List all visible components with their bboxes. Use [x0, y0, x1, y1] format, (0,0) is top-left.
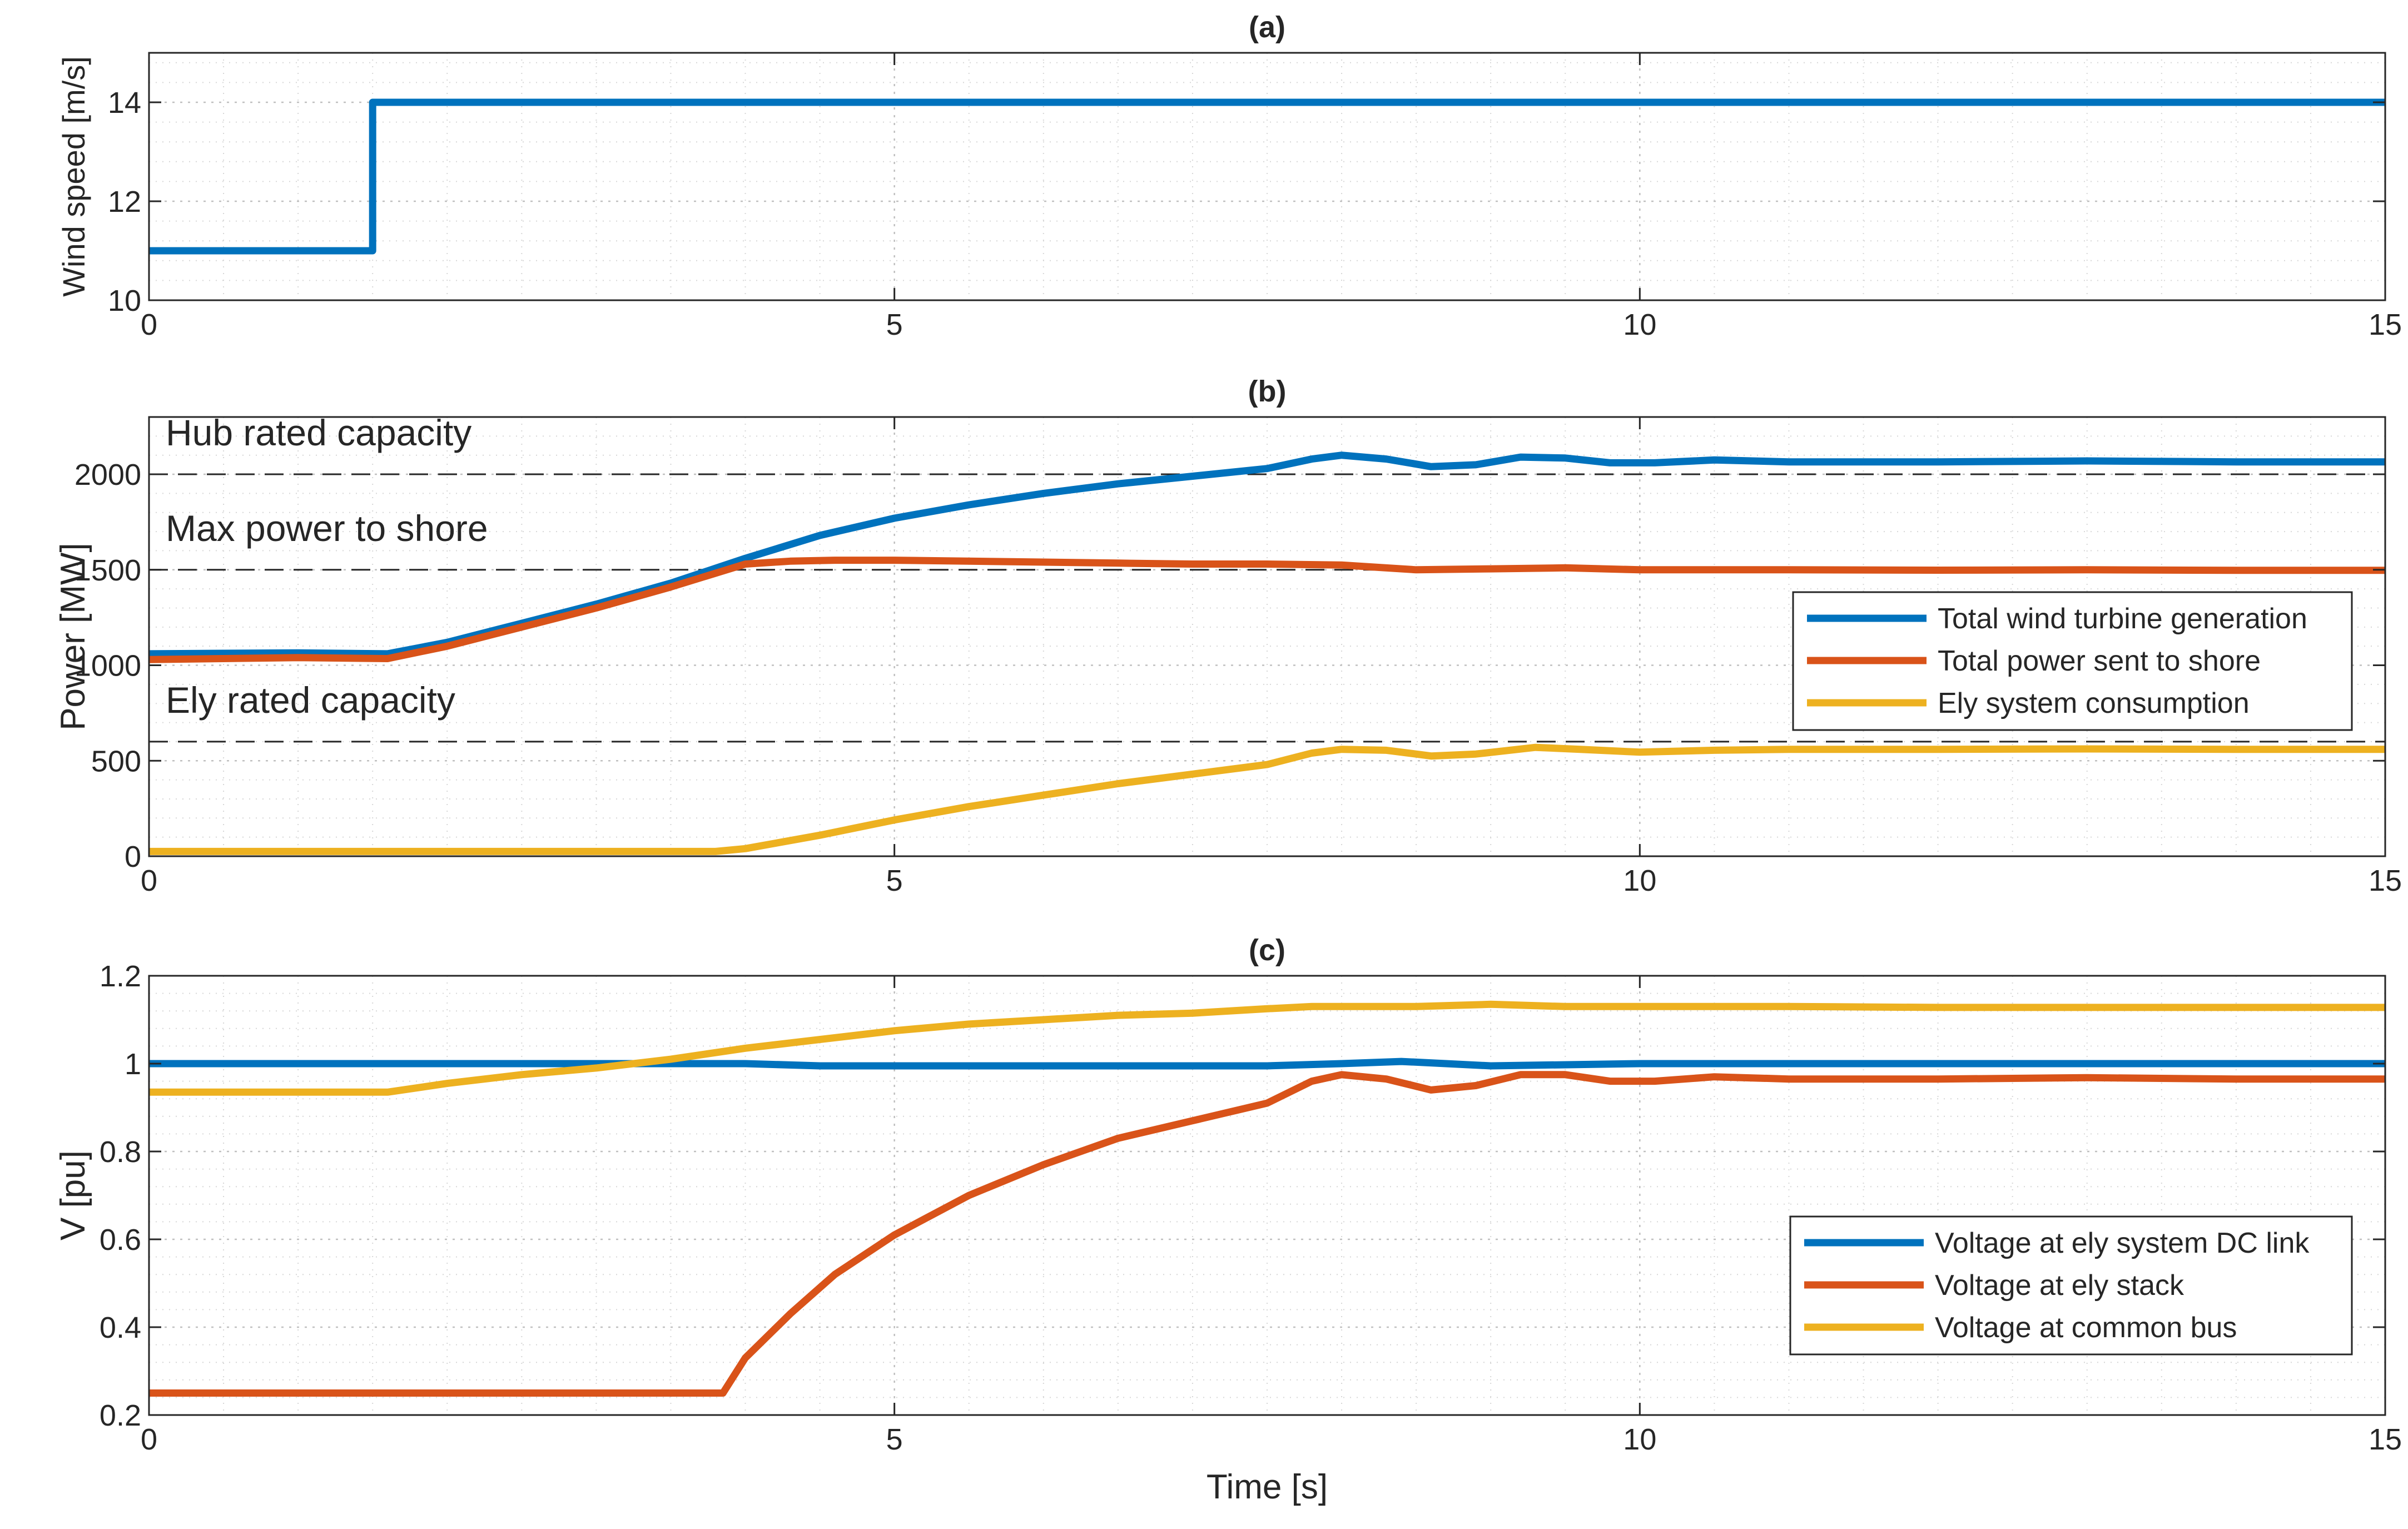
series-line-total-wind-turbine-generation — [148, 451, 2385, 658]
panel-c-legend: Voltage at ely system DC link Voltage at … — [1789, 1215, 2353, 1356]
y-tick-label: 1 — [125, 1048, 141, 1081]
x-tick-label: 5 — [886, 864, 903, 897]
panel-c-x-axis-label: Time [s] — [1207, 1468, 1328, 1506]
series-line-voltage-at-common-bus — [149, 1000, 2385, 1096]
panel-b-axes-box — [148, 416, 2386, 857]
panel-c: 0 5 10 15 0.2 0.4 0.6 0.8 1 1.2 (c) V [pu] Time [s] V… — [54, 934, 2402, 1506]
legend-label-voltage-at-common-bus: Voltage at common bus — [1935, 1312, 2237, 1344]
panel-a-axes-box — [148, 52, 2386, 301]
x-tick-label: 0 — [141, 1423, 157, 1456]
y-tick-label: 1500 — [75, 554, 141, 587]
annotation-max-power-to-shore: Max power to shore — [166, 508, 488, 549]
y-tick-label: 0 — [125, 840, 141, 873]
annotation-ely-rated-capacity: Ely rated capacity — [166, 679, 455, 721]
panel-a-title: (a) — [1249, 11, 1285, 44]
y-tick-label: 0.6 — [100, 1223, 141, 1257]
legend-label-total-power-sent-to-shore: Total power sent to shore — [1938, 645, 2261, 677]
series-line-voltage-at-ely-system-dc-link — [149, 1058, 2385, 1070]
panel-a-minor-grid — [149, 53, 2385, 300]
panel-b-legend: Total wind turbine generation Total power… — [1792, 591, 2353, 731]
panel-c-axes-box — [148, 975, 2386, 1416]
legend-label-voltage-at-ely-stack: Voltage at ely stack — [1935, 1269, 2184, 1302]
x-tick-label: 15 — [2369, 308, 2402, 341]
panel-a: 0 5 10 15 10 12 14 (a) Wind speed [m/s] — [56, 11, 2402, 341]
y-tick-label: 12 — [108, 185, 141, 219]
x-tick-label: 5 — [886, 308, 903, 341]
y-tick-label: 500 — [91, 744, 141, 778]
panel-b-title: (b) — [1248, 375, 1287, 408]
y-tick-label: 10 — [108, 284, 141, 317]
x-tick-label: 0 — [141, 864, 157, 897]
legend-label-total-wind-turbine-generation: Total wind turbine generation — [1938, 603, 2307, 635]
y-tick-label: 0.8 — [100, 1135, 141, 1169]
series-line-voltage-at-ely-stack — [149, 1071, 2385, 1397]
x-tick-label: 10 — [1623, 1423, 1656, 1456]
panel-b-y-axis-label: Power [MW] — [54, 543, 92, 731]
x-tick-label: 15 — [2369, 1423, 2402, 1456]
series-line-total-power-sent-to-shore — [148, 557, 2385, 663]
x-tick-label: 0 — [141, 308, 157, 341]
series-line-ely-system-consumption — [149, 743, 2385, 855]
y-tick-label: 14 — [108, 86, 141, 120]
y-tick-label: 1000 — [75, 649, 141, 683]
panel-c-title: (c) — [1249, 934, 1285, 967]
series-line-wind-speed — [149, 98, 2385, 255]
x-tick-label: 10 — [1623, 308, 1656, 341]
x-tick-label: 10 — [1623, 864, 1656, 897]
x-tick-label: 5 — [886, 1423, 903, 1456]
y-tick-label: 2000 — [75, 458, 141, 492]
y-tick-label: 0.4 — [100, 1311, 141, 1344]
panel-b: Hub rated capacity Max power to shore Ely … — [54, 375, 2402, 897]
legend-label-ely-system-consumption: Ely system consumption — [1938, 687, 2250, 719]
y-tick-label: 1.2 — [100, 960, 141, 993]
legend-label-voltage-at-ely-system-dc-link: Voltage at ely system DC link — [1935, 1227, 2310, 1259]
panel-a-y-axis-label: Wind speed [m/s] — [56, 56, 91, 297]
y-tick-label: 0.2 — [100, 1399, 141, 1432]
panel-c-y-axis-label: V [pu] — [54, 1150, 92, 1240]
panel-a-major-grid — [148, 53, 2386, 301]
annotation-hub-rated-capacity: Hub rated capacity — [166, 412, 471, 453]
x-tick-label: 15 — [2369, 864, 2402, 897]
